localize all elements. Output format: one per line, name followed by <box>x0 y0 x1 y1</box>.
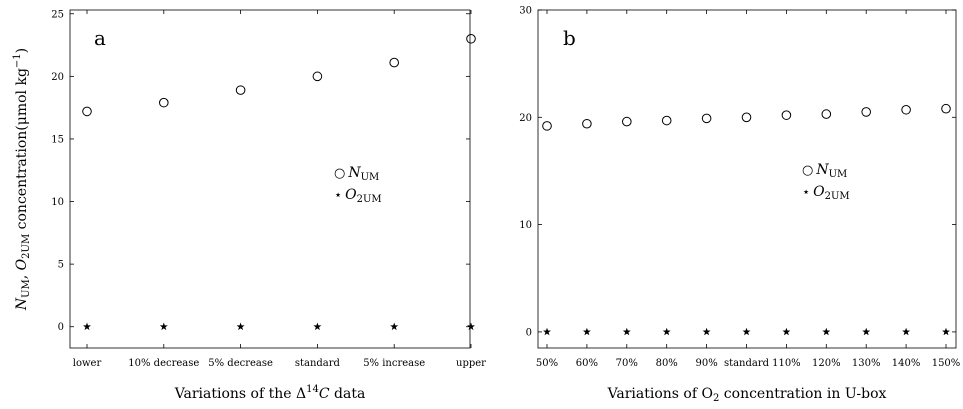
panel-b-points <box>542 103 951 336</box>
a-x-tick-label: 10% decrease <box>128 358 199 369</box>
panel-b: b 0 10 20 30 50% 60% 70% 80% 90% standard 110% 120… <box>519 6 960 405</box>
panel-a-letter: a <box>94 26 106 50</box>
panel-b-legend-entry-o: ⋆ O2UM <box>802 184 850 202</box>
panel-b-x-axis-label: Variations of O2 concentration in U-box <box>607 386 887 404</box>
b-x-tick-label: 50% <box>536 358 558 369</box>
b-point-o <box>702 327 711 336</box>
panel-a-legend: ○ NUM ⋆ O2UM <box>334 165 382 205</box>
a-point-o <box>236 322 245 331</box>
b-point-o <box>582 327 591 336</box>
b-x-tick-label: 140% <box>892 358 921 369</box>
a-point-o <box>390 322 399 331</box>
b-point-n <box>941 103 951 114</box>
a-y-tick-label: 15 <box>51 134 64 145</box>
a-y-tick-label: 20 <box>51 72 64 83</box>
a-point-n <box>159 97 169 108</box>
a-x-tick-label: standard <box>295 358 341 369</box>
b-point-n <box>781 110 792 120</box>
panel-a-x-axis-label: Variations of the Δ14C data <box>174 384 366 402</box>
b-point-o <box>902 327 911 336</box>
a-x-tick-label: lower <box>73 358 102 369</box>
b-point-o <box>662 327 671 336</box>
a-y-tick-label: 5 <box>58 260 64 271</box>
b-point-o <box>622 327 631 336</box>
b-point-n <box>622 116 632 127</box>
b-point-o <box>822 327 831 336</box>
panel-b-frame <box>537 9 957 349</box>
b-point-o <box>862 327 871 336</box>
panel-a-frame <box>69 9 471 349</box>
b-x-tick-label: standard <box>724 358 770 369</box>
a-point-n <box>235 85 246 95</box>
b-point-o <box>543 327 551 336</box>
a-point-o <box>313 322 322 331</box>
b-point-o <box>782 327 791 336</box>
panel-a: a 0 5 10 15 20 25 lower 10% decrease 5% decreas… <box>12 9 486 402</box>
b-point-n <box>542 121 552 131</box>
b-x-tick-label: 90% <box>695 358 717 369</box>
b-point-n <box>661 115 672 126</box>
panel-b-legend-entry-n: ○ NUM <box>802 162 847 180</box>
panel-a-y-ticks: 0 5 10 15 20 25 <box>51 9 470 333</box>
panel-a-legend-entry-n: ○ NUM <box>334 165 379 183</box>
panel-b-y-ticks: 0 10 20 30 <box>519 6 956 338</box>
a-point-n <box>466 33 476 44</box>
panel-a-legend-entry-o: ⋆ O2UM <box>334 187 382 205</box>
b-point-n <box>901 104 911 115</box>
panel-b-letter: b <box>563 26 576 50</box>
a-point-n <box>312 71 323 82</box>
panel-a-points <box>82 33 476 331</box>
a-point-o <box>159 322 168 331</box>
a-y-tick-label: 0 <box>58 322 64 333</box>
b-point-n <box>861 107 872 117</box>
b-y-tick-label: 30 <box>519 6 532 17</box>
b-point-n <box>741 112 752 123</box>
b-y-tick-label: 20 <box>519 113 532 124</box>
b-x-tick-label: 80% <box>656 358 678 369</box>
b-x-tick-label: 130% <box>852 358 881 369</box>
b-x-tick-label: 60% <box>576 358 598 369</box>
a-y-tick-label: 25 <box>51 9 64 20</box>
a-x-tick-label: 5% decrease <box>208 358 273 369</box>
b-x-tick-label: 70% <box>616 358 638 369</box>
b-y-tick-label: 0 <box>526 327 532 338</box>
b-x-tick-label: 150% <box>932 358 961 369</box>
b-point-n <box>701 113 712 124</box>
panel-a-y-axis-label: NUM, O2UM concentration(μmol kg−1) <box>12 48 32 311</box>
a-x-tick-label: 5% increase <box>363 358 425 369</box>
b-point-n <box>582 118 592 129</box>
panel-b-x-ticks: 50% 60% 70% 80% 90% standard 110% 120% 130% 140% 1… <box>536 10 960 369</box>
a-point-n <box>389 57 400 68</box>
a-x-tick-label: upper <box>456 358 486 369</box>
a-point-o <box>83 322 91 331</box>
panel-b-legend: ○ NUM ⋆ O2UM <box>802 162 850 202</box>
panel-a-x-ticks: lower 10% decrease 5% decrease standard 5% i… <box>73 10 486 369</box>
b-y-tick-label: 10 <box>519 220 532 231</box>
b-point-n <box>821 109 832 119</box>
b-point-o <box>742 327 751 336</box>
b-x-tick-label: 110% <box>772 358 801 369</box>
a-point-o <box>467 322 475 331</box>
a-y-tick-label: 10 <box>51 197 64 208</box>
b-point-o <box>942 327 950 336</box>
b-x-tick-label: 120% <box>812 358 841 369</box>
a-point-n <box>82 106 92 117</box>
